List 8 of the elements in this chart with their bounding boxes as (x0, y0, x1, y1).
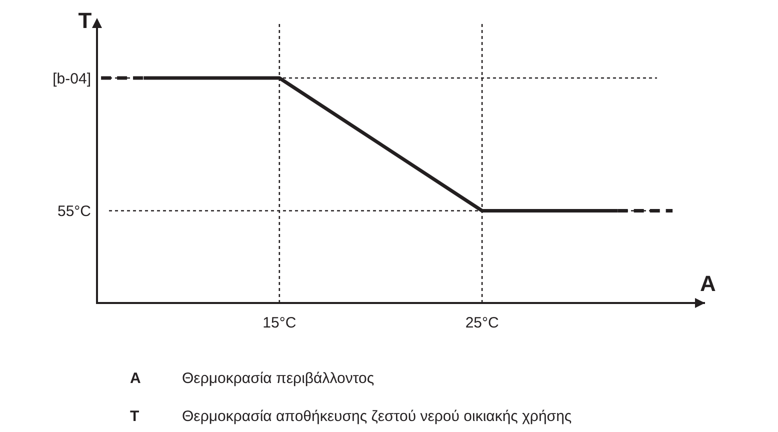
x-tick-label: 15°C (262, 314, 296, 332)
y-axis-title: T (78, 8, 92, 33)
ref-line-label: [b-04] (52, 70, 91, 88)
x-tick-label: 25°C (465, 314, 499, 332)
x-axis-title: A (700, 271, 716, 296)
text: A Θερμοκρασία περιβάλλοντος (130, 370, 374, 387)
text: T Θερμοκρασία αποθήκευσης ζεστού νερού οικιακής χρήσης (130, 408, 572, 425)
ref-line-label: 55°C (57, 203, 92, 220)
